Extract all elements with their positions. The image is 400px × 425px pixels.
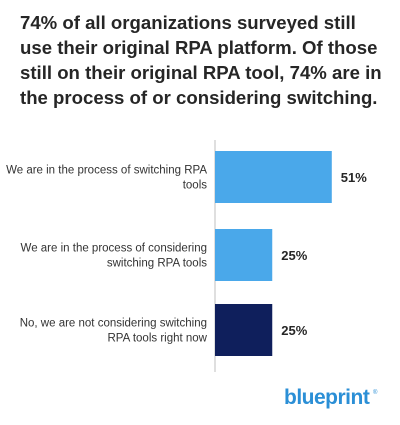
bar-3 [215,304,273,356]
category-label-2-line-1: We are in the process of considering [21,243,207,255]
category-label-1-line-1: We are in the process of switching RPA [6,165,207,177]
bar-1 [215,151,332,203]
data-label-3: 25% [281,323,307,338]
bar-2 [215,229,273,281]
chart-title: 74% of all organizations surveyed still … [20,12,382,108]
registered-mark: ® [373,390,378,396]
category-label-1-line-2: tools [183,180,208,192]
category-label-2-line-2: switching RPA tools [107,258,207,270]
data-label-1: 51% [341,170,367,185]
brand-name: blueprint [284,386,370,409]
category-label-3-line-2: RPA tools right now [107,333,207,345]
data-label-2: 25% [281,248,307,263]
blueprint-logo: blueprint [284,386,370,410]
category-label-3-line-1: No, we are not considering switching [20,318,207,330]
